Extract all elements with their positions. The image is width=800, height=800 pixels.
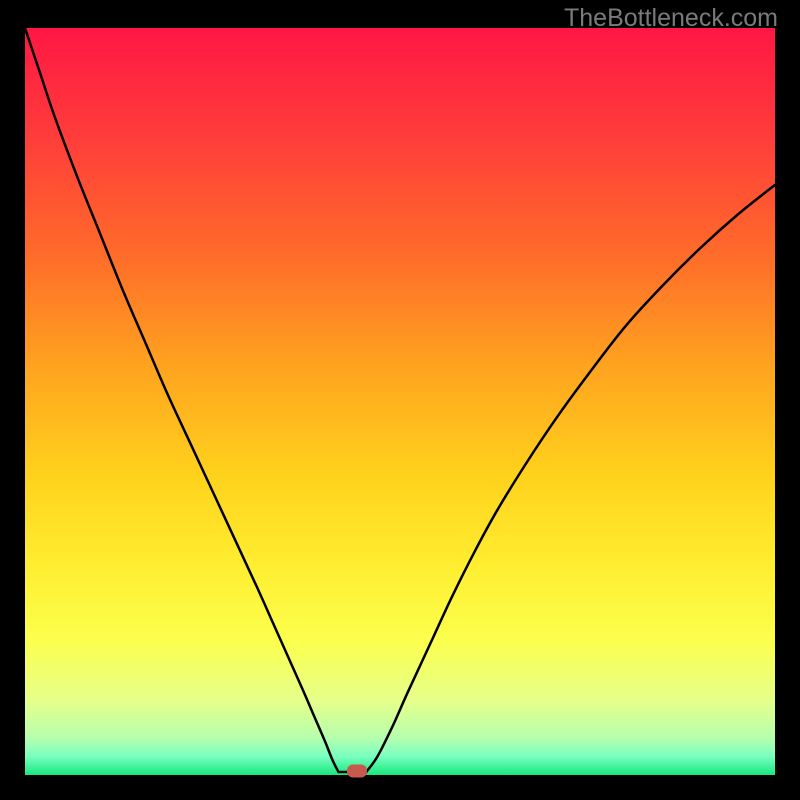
optimal-point-marker bbox=[347, 765, 367, 778]
bottleneck-curve bbox=[25, 28, 775, 775]
plot-area bbox=[25, 28, 775, 775]
chart-frame: TheBottleneck.com bbox=[0, 0, 800, 800]
